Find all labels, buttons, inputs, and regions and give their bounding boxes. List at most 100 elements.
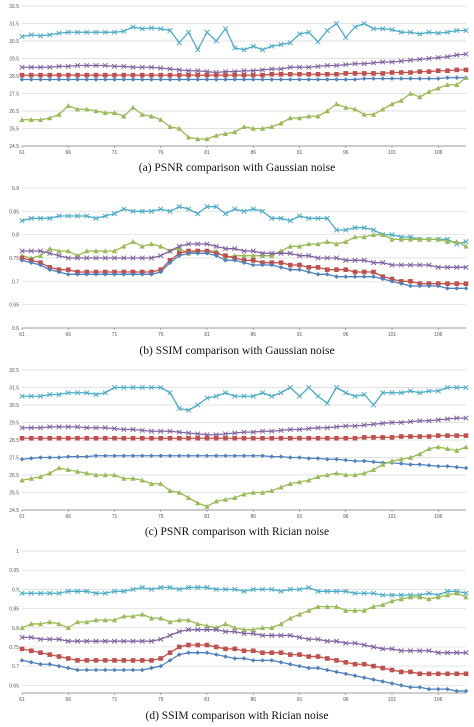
series-point-a-2-9 [102,72,108,78]
series-point-a-1-17 [176,67,182,73]
series-point-b-0-7 [84,213,90,219]
series-point-d-1-44 [426,596,432,602]
series-point-d-4-43 [417,684,423,690]
series-point-a-2-5 [65,72,71,78]
series-point-a-0-14 [148,25,155,31]
series-point-c-3-1 [28,456,34,461]
series-point-a-4-23 [232,129,238,135]
series-point-c-0-29 [287,384,293,391]
series-point-a-0-17 [176,40,182,46]
x-tick-label-c-0: 61 [19,514,25,520]
series-point-c-0-27 [269,393,275,399]
series-point-a-3-16 [167,77,173,82]
series-point-a-3-46 [445,75,450,81]
series-point-c-0-25 [250,393,256,399]
series-point-b-2-11 [121,255,127,261]
x-tick-label-c-8: 101 [388,514,397,520]
series-point-d-0-15 [158,584,164,591]
series-point-d-4-24 [241,656,247,661]
series-point-b-4-42 [408,283,413,289]
series-point-d-0-44 [426,590,432,596]
series-point-b-1-46 [444,238,451,244]
series-point-b-0-4 [56,213,62,219]
series-point-c-3-24 [241,453,247,459]
series-point-d-2-34 [333,638,340,644]
series-point-a-4-32 [315,113,321,119]
series-point-d-0-29 [287,586,293,593]
series-point-d-4-29 [287,661,293,667]
series-point-a-3-38 [371,76,376,81]
series-point-d-1-0 [19,624,25,631]
series-point-b-0-11 [121,206,127,212]
series-point-c-2-35 [343,435,349,441]
series-point-b-4-36 [352,274,358,279]
series-point-a-1-12 [130,64,136,70]
series-point-c-4-44 [426,445,432,452]
x-tick-label-c-3: 76 [158,514,164,520]
series-point-d-4-33 [324,667,330,673]
series-point-c-3-43 [417,462,423,467]
series-point-a-1-26 [259,67,266,73]
series-point-a-4-22 [222,130,229,137]
series-point-c-0-18 [185,407,192,413]
series-point-a-1-37 [361,61,367,67]
series-point-b-2-17 [176,243,182,249]
series-point-d-4-39 [380,679,386,684]
series-point-d-3-5 [65,656,71,661]
series-point-b-1-48 [463,243,469,249]
series-point-a-2-36 [352,71,358,76]
series-point-a-1-16 [167,66,173,72]
series-point-c-3-14 [149,453,154,459]
series-point-b-2-2 [37,248,44,254]
x-tick-label-b-0: 61 [19,332,25,338]
series-point-d-2-42 [407,648,414,654]
x-tick-label-a-1: 66 [65,150,71,156]
series-point-c-3-41 [398,461,404,466]
series-point-a-3-19 [195,77,201,82]
series-point-a-3-31 [306,77,312,82]
series-point-c-2-31 [306,435,312,441]
series-point-d-1-14 [148,615,155,621]
series-point-b-3-26 [260,260,265,265]
series-point-d-2-45 [435,650,441,656]
series-point-c-4-41 [398,456,404,462]
series-point-d-1-36 [352,607,358,613]
series-point-c-3-30 [297,455,302,460]
series-point-b-4-45 [435,283,441,289]
series-point-d-4-19 [195,650,201,656]
series-point-a-2-1 [28,72,34,78]
series-point-a-4-0 [19,116,25,123]
series-point-d-2-1 [28,634,34,641]
series-point-b-2-45 [435,264,441,270]
series-point-b-3-23 [232,255,238,261]
series-point-b-3-39 [380,274,386,279]
series-point-c-0-7 [84,390,90,396]
series-point-c-0-28 [278,390,284,396]
series-point-a-3-35 [343,77,349,82]
series-point-a-3-47 [454,75,460,81]
series-point-a-1-8 [93,62,99,69]
series-point-c-3-31 [306,456,312,461]
series-point-c-0-12 [130,384,136,391]
series-point-c-0-45 [435,388,441,394]
chart-panel-b: 0.6 0.65 0.7 0.75 0.8 0.85 0.9 61 66 71 76 81 86 91 96… [0,182,474,362]
series-point-c-2-34 [334,435,339,441]
series-point-d-2-28 [278,632,284,639]
series-point-d-0-40 [389,592,395,598]
series-point-d-0-16 [167,584,173,591]
series-point-d-1-35 [343,607,349,613]
series-point-a-0-31 [306,29,312,35]
x-tick-label-d-2: 71 [112,697,118,703]
series-point-b-0-29 [287,218,293,224]
series-point-b-3-28 [278,260,284,265]
series-point-b-0-33 [324,215,330,221]
series-point-b-2-29 [287,250,293,256]
series-point-d-0-25 [250,586,256,593]
series-point-c-1-43 [417,418,423,424]
series-point-d-0-46 [444,588,451,594]
series-point-a-4-18 [185,134,192,140]
series-point-b-1-41 [398,236,404,242]
series-point-d-0-13 [139,584,145,591]
series-point-a-3-30 [297,77,302,82]
series-point-b-0-12 [130,208,136,214]
